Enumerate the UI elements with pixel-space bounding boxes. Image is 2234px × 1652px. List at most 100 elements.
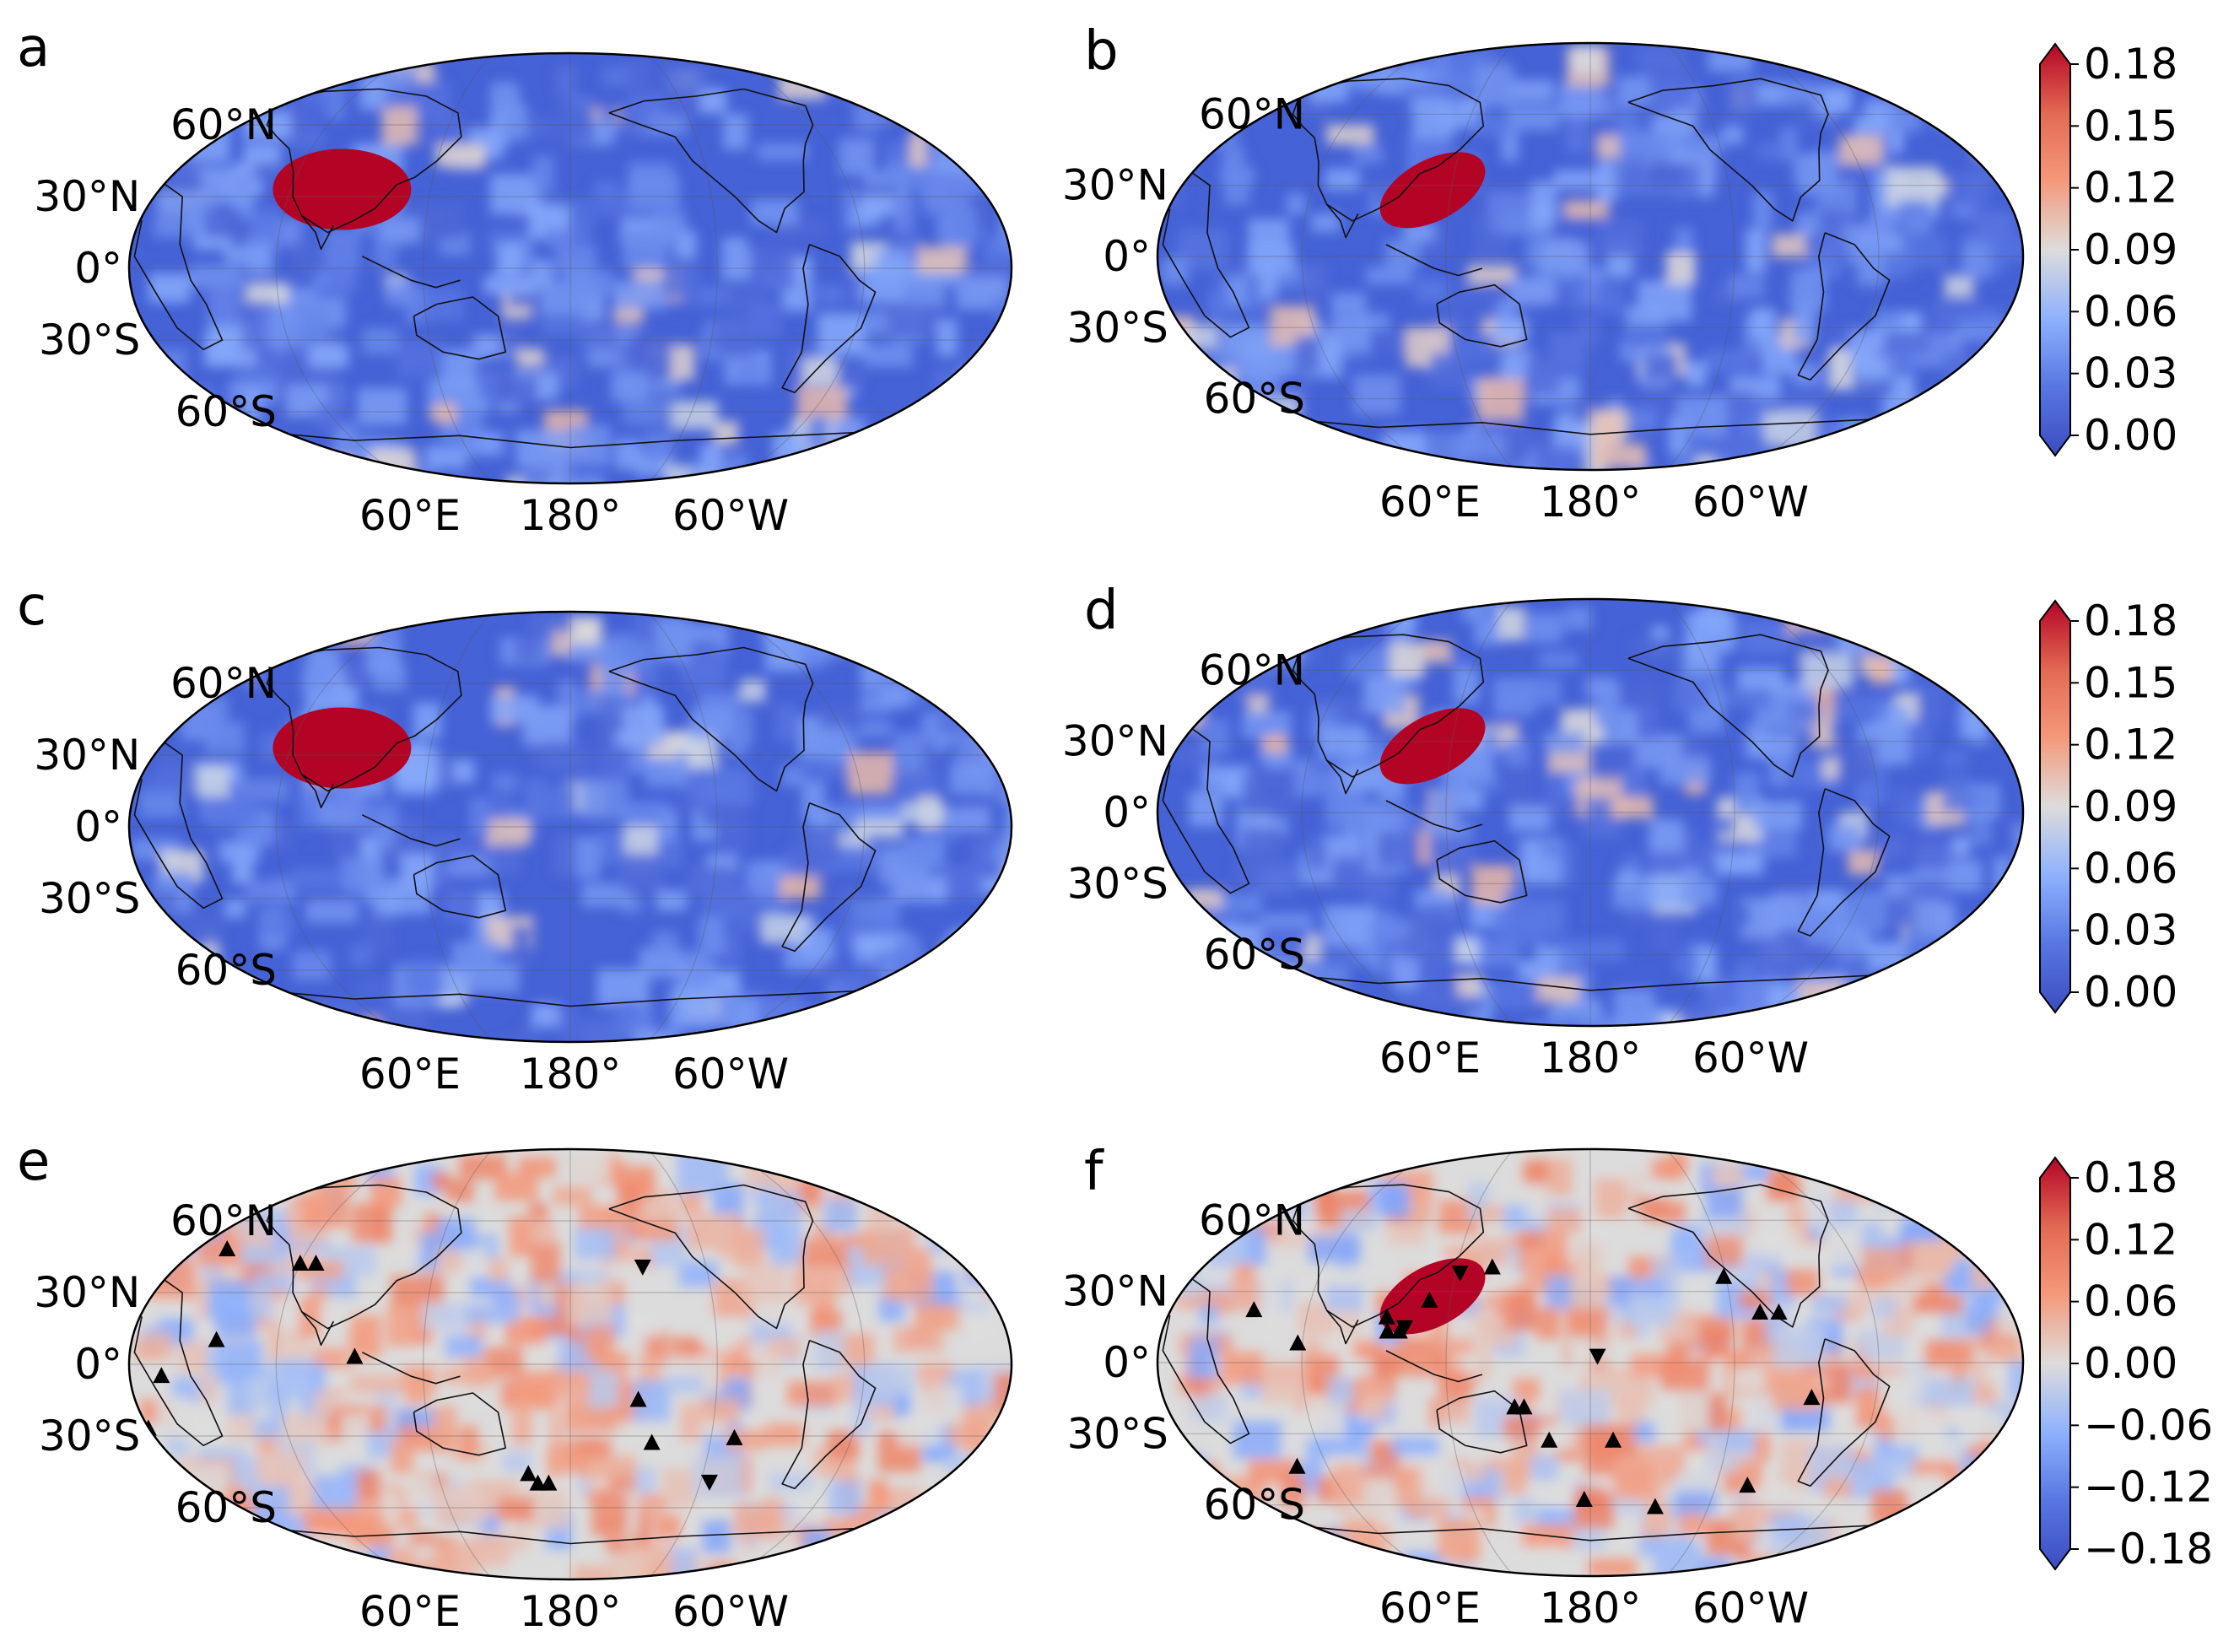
map-frame <box>127 1147 1013 1581</box>
lon-label: 180° <box>520 491 621 540</box>
marker-up-triangle <box>520 1465 537 1482</box>
lat-label: 60°S <box>175 946 277 995</box>
hotspot-mark <box>1379 708 1486 785</box>
lon-label: 180° <box>520 1050 621 1099</box>
map-frame <box>1156 41 2025 472</box>
lat-label: 60°N <box>1199 1196 1305 1244</box>
coastlines <box>1162 634 1904 991</box>
map-panel-b: b 60°N 30°N 0° 30°S 60°S 60°E 180° 60°W <box>1062 20 2025 526</box>
map-panel-e: e 60°N 30°N 0° 30°S 60°S 60°E 180° 60°W <box>17 1131 1013 1636</box>
map-frame <box>127 610 1013 1044</box>
colorbar-ramp <box>2039 1156 2071 1571</box>
marker-up-triangle <box>1770 1303 1788 1320</box>
colorbar-tick-label: 0.15 <box>2084 101 2177 150</box>
lat-label: 60°N <box>170 100 277 149</box>
map-frame <box>1156 597 2025 1028</box>
lon-label: 60°W <box>1692 1034 1809 1082</box>
colorbar-tick-label: −0.06 <box>2084 1401 2213 1450</box>
lat-label: 60°N <box>170 659 277 708</box>
graticule <box>129 1149 1012 1579</box>
lon-label: 60°E <box>1379 1584 1481 1633</box>
marker-up-triangle <box>219 1240 236 1256</box>
colorbar-tick-label: 0.00 <box>2084 968 2177 1017</box>
marker-up-triangle <box>1575 1491 1593 1508</box>
marker-up-triangle <box>1245 1301 1263 1318</box>
marker-down-triangle <box>1589 1348 1606 1365</box>
lat-label: 0° <box>1103 788 1151 837</box>
lat-label: 30°S <box>1067 859 1168 908</box>
colorbar-tick-label: 0.09 <box>2084 225 2177 274</box>
marker-up-triangle <box>346 1347 364 1364</box>
map-frame <box>1156 1147 2025 1578</box>
panel-letter-b: b <box>1084 20 1119 83</box>
lon-label: 60°E <box>359 1050 461 1099</box>
colorbar-ramp <box>2039 599 2071 1014</box>
lat-label: 60°N <box>1199 89 1305 138</box>
lat-label: 30°S <box>1067 303 1168 352</box>
marker-up-triangle <box>540 1474 558 1491</box>
marker-down-triangle <box>700 1474 718 1491</box>
marker-up-triangle <box>1379 1322 1396 1339</box>
colorbar-tick-label: 0.09 <box>2084 782 2177 831</box>
colorbar-tick-label: −0.12 <box>2084 1463 2213 1512</box>
lon-label: 180° <box>1540 1584 1641 1633</box>
panel-letter-e: e <box>17 1131 50 1193</box>
marker-up-triangle <box>643 1433 661 1450</box>
lon-label: 180° <box>1540 478 1641 526</box>
marker-up-triangle <box>307 1255 325 1271</box>
panel-letter-f: f <box>1084 1141 1104 1203</box>
marker-up-triangle <box>1483 1258 1501 1275</box>
lat-label: 30°S <box>39 316 140 364</box>
graticule <box>1157 43 2023 470</box>
colorbar-tick-label: 0.03 <box>2084 906 2177 955</box>
lon-label: 60°W <box>1692 1584 1809 1633</box>
marker-up-triangle <box>1739 1477 1756 1493</box>
panel-letter-c: c <box>17 575 46 638</box>
station-markers <box>1245 1258 1821 1514</box>
hotspot-mark <box>273 148 412 230</box>
graticule <box>129 53 1012 483</box>
marker-up-triangle <box>1541 1431 1558 1448</box>
lon-label: 60°W <box>672 1050 789 1099</box>
marker-up-triangle <box>1288 1457 1306 1474</box>
colorbar-tick-label: 0.15 <box>2084 658 2177 707</box>
colorbar-tick-label: 0.12 <box>2084 1215 2177 1264</box>
lat-label: 60°S <box>175 387 277 436</box>
lat-label: 30°N <box>1062 717 1168 766</box>
hotspot-mark <box>273 707 412 789</box>
marker-up-triangle <box>1646 1498 1664 1514</box>
colorbar-tick-label: 0.00 <box>2084 1339 2177 1388</box>
marker-up-triangle <box>291 1255 309 1271</box>
marker-up-triangle <box>1605 1431 1622 1448</box>
colorbar-tick-label: 0.06 <box>2084 287 2177 336</box>
colorbar-cb1: 0.18 0.15 0.12 0.09 0.06 0.03 0.00 <box>2039 40 2177 460</box>
lon-label: 60°W <box>1692 478 1809 526</box>
map-frame <box>127 51 1013 485</box>
marker-up-triangle <box>1803 1389 1821 1406</box>
lat-label: 60°N <box>1199 645 1305 694</box>
marker-down-triangle <box>634 1259 651 1276</box>
colorbar-cb3: 0.18 0.12 0.06 0.00 −0.06 −0.12 −0.18 <box>2039 1153 2213 1574</box>
colorbar-tick-label: 0.18 <box>2084 1153 2177 1202</box>
colorbar-tick-label: 0.06 <box>2084 844 2177 893</box>
coastlines <box>133 1184 891 1545</box>
lon-label: 60°E <box>1379 478 1481 526</box>
lat-label: 60°S <box>1204 1481 1305 1530</box>
lat-label: 30°S <box>39 874 140 923</box>
marker-up-triangle <box>1715 1267 1733 1284</box>
marker-up-triangle <box>1378 1308 1395 1325</box>
graticule <box>129 612 1012 1042</box>
marker-up-triangle <box>1390 1322 1408 1339</box>
marker-up-triangle <box>208 1331 225 1347</box>
lat-label: 30°N <box>1062 161 1168 210</box>
panel-letter-a: a <box>17 17 50 79</box>
colorbar-tick-label: −0.18 <box>2084 1525 2213 1574</box>
coastlines <box>133 646 891 1007</box>
colorbar-tick-label: 0.18 <box>2084 40 2177 89</box>
lat-label: 30°N <box>34 731 140 780</box>
lat-label: 0° <box>1103 232 1151 281</box>
marker-up-triangle <box>726 1428 743 1445</box>
lat-label: 60°S <box>175 1483 277 1532</box>
marker-up-triangle <box>629 1390 647 1407</box>
lat-label: 60°N <box>170 1196 277 1245</box>
